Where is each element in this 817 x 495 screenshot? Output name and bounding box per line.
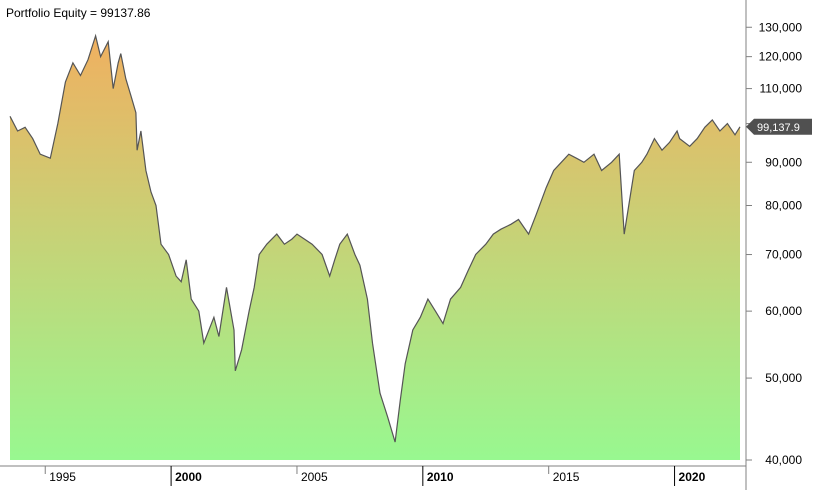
x-tick-label: 2000 bbox=[175, 470, 202, 484]
y-tick-label: 70,000 bbox=[765, 248, 802, 262]
equity-line bbox=[9, 33, 741, 443]
x-axis-ticks: 1995 2000 2005 2010 2015 2020 bbox=[44, 466, 706, 486]
x-tick-label: 2020 bbox=[679, 470, 706, 484]
equity-area bbox=[10, 35, 740, 461]
y-tick-label: 120,000 bbox=[759, 50, 803, 64]
y-tick-label: 40,000 bbox=[765, 453, 802, 467]
y-tick-label: 90,000 bbox=[765, 155, 802, 169]
y-axis-ticks: 40,00050,00060,00070,00080,00090,000100,… bbox=[746, 20, 802, 467]
x-tick-label: 2005 bbox=[301, 470, 328, 484]
y-tick-label: 60,000 bbox=[765, 304, 802, 318]
last-value-label: 99,137.9 bbox=[757, 122, 800, 134]
x-tick-label: 2015 bbox=[553, 470, 580, 484]
last-value-marker: 99,137.9 bbox=[746, 118, 812, 135]
y-tick-label: 80,000 bbox=[765, 199, 802, 213]
y-tick-label: 130,000 bbox=[759, 20, 803, 34]
chart-title: Portfolio Equity = 99137.86 bbox=[6, 6, 151, 20]
y-tick-label: 50,000 bbox=[765, 371, 802, 385]
y-tick-label: 110,000 bbox=[760, 82, 803, 96]
last-value-marker-shape bbox=[746, 118, 812, 135]
x-tick-label: 2010 bbox=[427, 470, 454, 484]
x-tick-label: 1995 bbox=[49, 470, 76, 484]
